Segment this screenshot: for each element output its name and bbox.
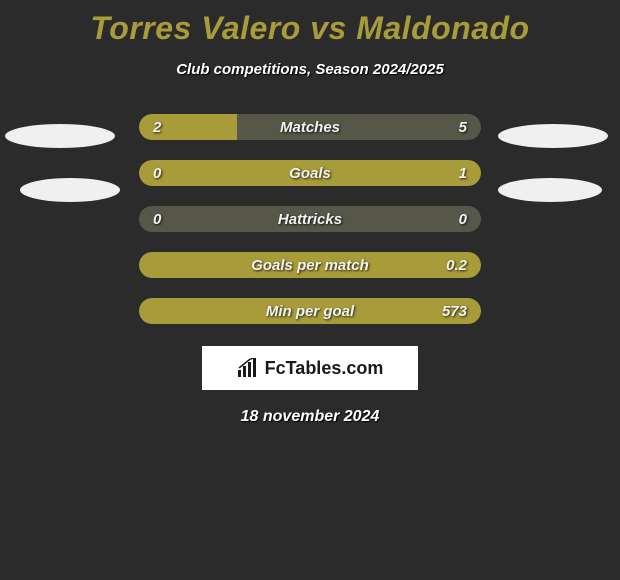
decorative-ellipse [5, 124, 115, 148]
bar-label: Goals per match [139, 252, 481, 278]
date-line: 18 november 2024 [0, 408, 620, 426]
page-subtitle: Club competitions, Season 2024/2025 [0, 61, 620, 78]
decorative-ellipse [20, 178, 120, 202]
stat-bar: Goals per match0.2 [139, 252, 481, 278]
bar-label: Hattricks [139, 206, 481, 232]
bar-value-right: 0.2 [446, 252, 467, 278]
bar-label: Min per goal [139, 298, 481, 324]
chart-icon [237, 358, 259, 378]
stat-bar: 0Hattricks0 [139, 206, 481, 232]
bar-label: Matches [139, 114, 481, 140]
logo-text: FcTables.com [265, 358, 384, 379]
stat-bar: 2Matches5 [139, 114, 481, 140]
bar-value-right: 573 [442, 298, 467, 324]
page-title: Torres Valero vs Maldonado [0, 0, 620, 47]
bar-value-right: 1 [459, 160, 467, 186]
bar-label: Goals [139, 160, 481, 186]
stat-bar: 0Goals1 [139, 160, 481, 186]
decorative-ellipse [498, 124, 608, 148]
logo-box: FcTables.com [202, 346, 418, 390]
bar-value-right: 0 [459, 206, 467, 232]
decorative-ellipse [498, 178, 602, 202]
bar-value-right: 5 [459, 114, 467, 140]
stat-bar: Min per goal573 [139, 298, 481, 324]
